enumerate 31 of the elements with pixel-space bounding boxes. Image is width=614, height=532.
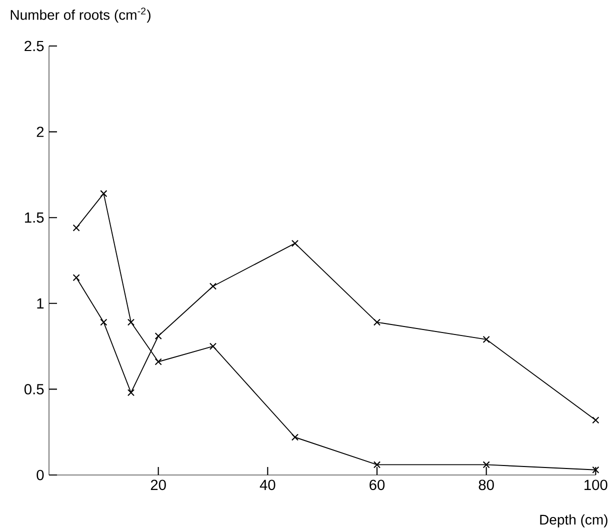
point	[72, 274, 80, 282]
x-tick-label: 80	[478, 480, 494, 490]
x-tick-label: 40	[260, 480, 276, 490]
point	[209, 342, 217, 350]
point	[209, 282, 217, 290]
point	[592, 466, 600, 474]
point	[482, 336, 490, 343]
point	[127, 389, 135, 396]
point	[592, 416, 600, 424]
y-tick-label: 2.5	[24, 40, 44, 52]
point	[373, 318, 381, 326]
y-axis-title: Number of roots (cm$^{-2}$)	[10, 8, 150, 23]
point	[154, 332, 162, 340]
point	[291, 240, 299, 247]
point	[482, 461, 490, 468]
point	[127, 318, 135, 326]
x-tick-label: 100	[584, 480, 608, 490]
x-tick-label: 60	[370, 480, 385, 490]
point	[72, 224, 80, 232]
x-tick-label: 20	[150, 480, 166, 490]
point	[100, 318, 108, 326]
x-axis-title: Depth (cm)	[540, 514, 608, 528]
y-tick-label: 2	[36, 126, 44, 137]
y-tick-label: 0	[36, 470, 44, 480]
point	[100, 190, 108, 198]
point	[373, 461, 381, 468]
point	[154, 358, 162, 366]
y-tick-label: 1.5	[25, 212, 44, 223]
y-tick-label: 0.5	[24, 384, 44, 394]
y-tick-label: 1	[37, 298, 44, 308]
point	[291, 434, 299, 441]
